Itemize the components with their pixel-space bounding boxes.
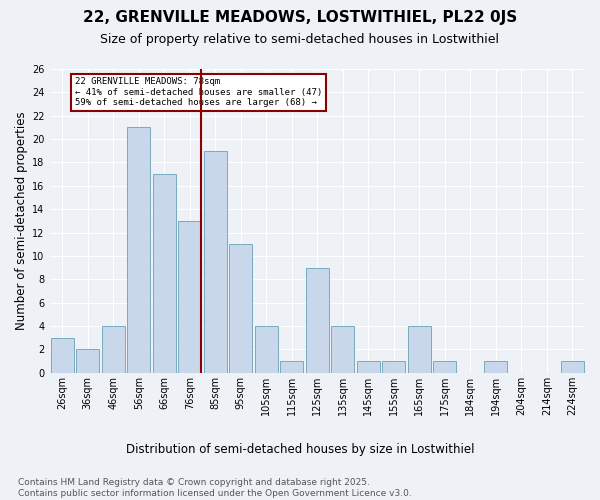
Text: 22, GRENVILLE MEADOWS, LOSTWITHIEL, PL22 0JS: 22, GRENVILLE MEADOWS, LOSTWITHIEL, PL22…	[83, 10, 517, 25]
Bar	[408, 326, 431, 373]
Bar	[102, 326, 125, 373]
Text: Distribution of semi-detached houses by size in Lostwithiel: Distribution of semi-detached houses by …	[126, 442, 474, 456]
Bar	[306, 268, 329, 373]
Bar	[433, 361, 456, 373]
Y-axis label: Number of semi-detached properties: Number of semi-detached properties	[15, 112, 28, 330]
Bar	[51, 338, 74, 373]
Text: Contains HM Land Registry data © Crown copyright and database right 2025.
Contai: Contains HM Land Registry data © Crown c…	[18, 478, 412, 498]
Text: 22 GRENVILLE MEADOWS: 78sqm
← 41% of semi-detached houses are smaller (47)
59% o: 22 GRENVILLE MEADOWS: 78sqm ← 41% of sem…	[75, 77, 322, 107]
Bar	[280, 361, 303, 373]
Bar	[561, 361, 584, 373]
Bar	[178, 221, 201, 373]
Bar	[484, 361, 507, 373]
Bar	[357, 361, 380, 373]
Bar	[382, 361, 405, 373]
Bar	[76, 350, 99, 373]
Bar	[255, 326, 278, 373]
Bar	[127, 128, 150, 373]
Bar	[153, 174, 176, 373]
Text: Size of property relative to semi-detached houses in Lostwithiel: Size of property relative to semi-detach…	[101, 32, 499, 46]
Bar	[331, 326, 354, 373]
Bar	[204, 151, 227, 373]
Bar	[229, 244, 252, 373]
